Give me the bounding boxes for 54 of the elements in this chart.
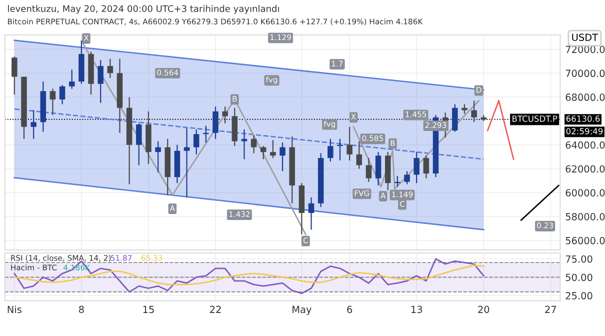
y-tick-label: 75.00 <box>566 255 592 263</box>
candlestick <box>423 155 430 179</box>
x-tick-label: 27 <box>545 306 556 313</box>
line-series <box>352 100 480 190</box>
candlestick <box>250 134 257 154</box>
candlestick <box>414 151 420 184</box>
y-axis-title: USDT <box>572 34 598 41</box>
candlestick <box>375 151 382 186</box>
candlestick <box>68 69 75 90</box>
y-tick-label: 64000.0 <box>566 141 605 149</box>
candlestick <box>212 106 218 140</box>
y-tick-label: 25.00 <box>566 292 592 300</box>
candlestick <box>328 138 334 162</box>
candlestick <box>193 128 200 155</box>
candlestick <box>471 100 477 123</box>
candlestick <box>260 145 266 160</box>
candlestick <box>280 142 286 172</box>
y-tick-label: 62000.0 <box>566 165 605 173</box>
y-tick-label: 68000.0 <box>566 94 605 101</box>
ref-line-label: 66130.6 <box>566 116 600 122</box>
x-tick-label: 13 <box>411 306 422 314</box>
candlestick <box>155 140 161 173</box>
y-tick-label: 60000.0 <box>566 189 605 196</box>
x-tick-label: Nis <box>8 306 22 314</box>
candlestick <box>366 157 372 182</box>
candlestick <box>136 122 142 166</box>
candlestick <box>12 56 18 96</box>
candlestick <box>308 196 314 230</box>
x-tick-label: 22 <box>210 306 221 313</box>
candlestick <box>346 126 352 161</box>
y-tick-label: 56000.0 <box>566 236 605 244</box>
text: 02:59:49 <box>566 128 603 134</box>
candlestick <box>184 128 190 198</box>
candlestick <box>30 110 36 140</box>
x-tick-label: 8 <box>79 306 84 314</box>
annotation: BTCUSDT.P <box>512 116 558 122</box>
y-tick-label: 50.00 <box>566 274 592 282</box>
y-tick-label: 58000.0 <box>566 213 605 220</box>
x-tick-label: May <box>292 306 312 315</box>
candlestick <box>241 128 248 160</box>
x-tick-label: 6 <box>347 306 352 314</box>
x-tick-label: 15 <box>143 306 154 314</box>
chart-title: leventkuzu, May 20, 2024 00:00 UTC+3 tarihinde yayınlandı <box>8 5 279 14</box>
candlestick <box>98 59 104 104</box>
candlestick <box>222 106 228 124</box>
candlestick <box>107 58 114 79</box>
candlestick <box>452 104 458 132</box>
y-tick-label: 70000.0 <box>566 70 605 78</box>
candlestick <box>59 84 66 105</box>
candlestick <box>270 140 276 159</box>
x-tick-label: 20 <box>478 306 490 314</box>
candlestick <box>50 88 56 116</box>
candlestick <box>356 140 362 170</box>
candlestick <box>404 170 410 185</box>
